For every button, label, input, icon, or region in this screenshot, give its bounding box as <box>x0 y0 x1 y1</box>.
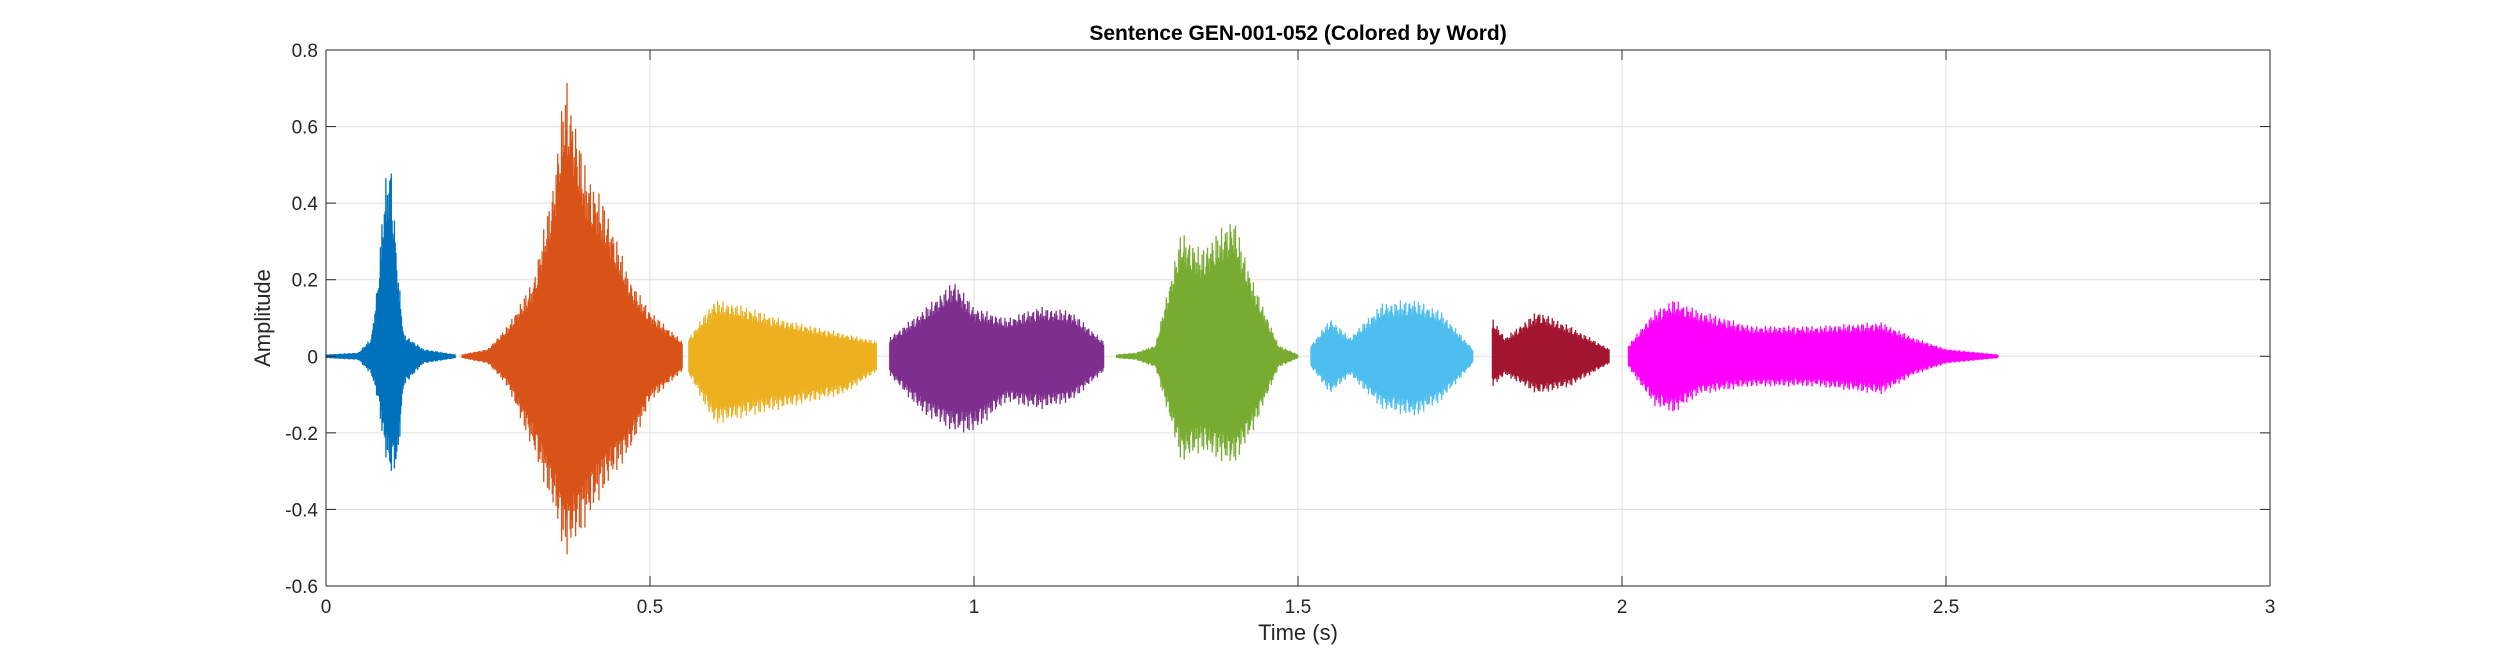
waveform-word-1 <box>325 173 456 471</box>
x-tick-label: 0 <box>321 597 332 618</box>
waveform-word-6 <box>1310 300 1474 416</box>
x-tick-label: 2.5 <box>1933 597 1959 618</box>
y-tick-label: 0.8 <box>292 41 318 62</box>
waveform-word-7 <box>1491 313 1610 393</box>
waveform-series <box>325 82 1999 555</box>
y-tick-label: 0.2 <box>292 271 318 292</box>
waveform-word-4 <box>889 283 1105 433</box>
x-tick-label: 1 <box>969 597 980 618</box>
x-tick-label: 1.5 <box>1285 597 1311 618</box>
y-tick-label: 0 <box>307 347 318 368</box>
y-tick-label: -0.4 <box>285 500 318 521</box>
chart-title: Sentence GEN-001-052 (Colored by Word) <box>1089 22 1506 45</box>
y-axis-label: Amplitude <box>250 269 275 367</box>
waveform-word-5 <box>1115 224 1299 462</box>
x-axis-label: Time (s) <box>1258 620 1338 645</box>
y-tick-label: -0.2 <box>285 424 318 445</box>
waveform-word-3 <box>688 300 877 424</box>
x-tick-label: 2 <box>1617 597 1628 618</box>
axis-ticks: 0 0.5 1 1.5 2 2.5 3 -0.6 -0.4 -0.2 0 0.2 0.4 0.6 0.8 <box>285 41 2275 618</box>
x-tick-label: 0.5 <box>637 597 663 618</box>
y-tick-label: 0.4 <box>292 194 319 215</box>
x-tick-label: 3 <box>2265 597 2276 618</box>
waveform-word-8 <box>1627 301 1999 412</box>
waveform-word-2 <box>461 82 683 555</box>
y-tick-label: -0.6 <box>285 577 318 598</box>
y-tick-label: 0.6 <box>292 118 318 139</box>
